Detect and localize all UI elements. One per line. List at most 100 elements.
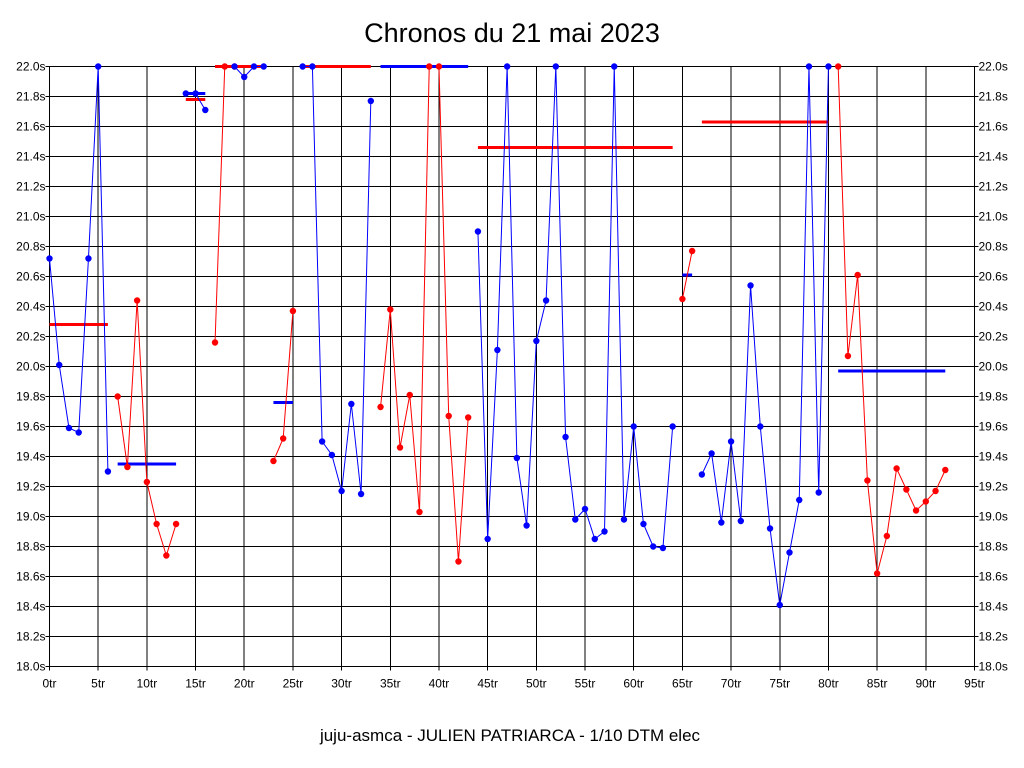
chart-subtitle: juju-asmca - JULIEN PATRIARCA - 1/10 DTM… — [319, 726, 701, 745]
data-point — [114, 393, 121, 400]
data-point — [153, 520, 160, 528]
y-axis-right: 18.0s 18.2s 18.4s 18.6s 18.8s 19.0s 19.2s 19.4s… — [974, 60, 1008, 674]
data-point — [328, 451, 336, 459]
x-tick-label: 50tr — [526, 677, 547, 691]
y-tick-label-left: 21.8s — [16, 90, 45, 104]
x-axis: 0tr 5tr 10tr 15tr 20tr 25tr 30tr 35tr 40tr 45tr 50… — [42, 666, 985, 691]
x-tick-label: 55tr — [575, 677, 596, 691]
data-point — [484, 535, 491, 543]
y-tick-label-left: 20.4s — [16, 300, 45, 314]
data-point — [698, 471, 706, 478]
data-point — [279, 435, 287, 442]
data-point — [649, 543, 657, 550]
y-tick-label-right: 19.4s — [979, 450, 1008, 464]
data-point — [805, 63, 813, 70]
data-point — [766, 525, 774, 532]
y-tick-label-right: 20.6s — [979, 270, 1008, 284]
data-point — [776, 601, 783, 609]
y-tick-label-right: 18.0s — [979, 660, 1008, 674]
series-segment — [299, 63, 375, 498]
y-tick-label-left: 19.6s — [16, 420, 45, 434]
data-point — [688, 247, 696, 255]
y-tick-label-right: 18.4s — [979, 600, 1008, 614]
data-point — [124, 463, 131, 471]
data-point — [260, 63, 267, 70]
data-point — [562, 433, 569, 441]
y-tick-label-right: 21.4s — [979, 150, 1008, 164]
series-line — [302, 66, 372, 495]
y-axis-left: 18.0s 18.2s 18.4s 18.6s 18.8s 19.0s 19.2s 19.4s… — [16, 60, 50, 674]
data-point — [133, 297, 141, 304]
y-tick-label-right: 18.6s — [979, 570, 1008, 584]
data-point — [864, 477, 871, 484]
series-segment — [435, 63, 472, 565]
y-tick-label-left: 19.2s — [16, 480, 45, 494]
series-segment — [182, 90, 209, 114]
y-tick-label-left: 20.6s — [16, 270, 45, 284]
data-point — [893, 465, 900, 472]
data-point — [367, 97, 375, 105]
series-line — [701, 66, 829, 606]
y-tick-label-right: 20.8s — [979, 240, 1008, 254]
data-point — [922, 498, 930, 505]
data-point — [747, 282, 754, 289]
y-tick-label-left: 20.2s — [16, 330, 45, 344]
x-tick-label: 0tr — [42, 677, 56, 691]
data-point — [270, 457, 277, 465]
y-tick-label-left: 21.2s — [16, 180, 45, 194]
data-point — [844, 352, 852, 360]
data-point — [357, 490, 365, 498]
data-point — [718, 519, 725, 526]
data-point — [659, 544, 667, 552]
x-tick-label: 80tr — [818, 677, 839, 691]
y-tick-label-right: 20.0s — [979, 360, 1008, 374]
y-tick-label-left: 20.0s — [16, 360, 45, 374]
y-tick-label-left: 18.0s — [16, 660, 45, 674]
data-point — [572, 516, 579, 523]
data-point — [289, 307, 297, 315]
series-segment — [698, 63, 832, 609]
data-point — [620, 516, 628, 523]
data-point — [318, 438, 326, 445]
x-tick-label: 45tr — [477, 677, 498, 691]
data-point — [241, 73, 248, 81]
series-segment — [679, 247, 696, 303]
y-tick-label-right: 18.2s — [979, 630, 1008, 644]
data-point — [494, 346, 501, 354]
data-point — [611, 63, 618, 70]
x-tick-label: 25tr — [283, 677, 304, 691]
chart-series — [46, 63, 949, 609]
series-segment — [377, 63, 433, 516]
y-tick-label-left: 19.8s — [16, 390, 45, 404]
data-point — [825, 63, 832, 70]
y-tick-label-left: 20.8s — [16, 240, 45, 254]
y-tick-label-right: 19.0s — [979, 510, 1008, 524]
y-tick-label-right: 19.8s — [979, 390, 1008, 404]
series-segment — [46, 63, 112, 475]
data-point — [46, 255, 53, 262]
data-point — [883, 532, 891, 540]
data-point — [211, 339, 219, 346]
x-tick-label: 70tr — [721, 677, 742, 691]
y-tick-label-left: 21.0s — [16, 210, 45, 224]
data-point — [445, 412, 452, 420]
x-tick-label: 20tr — [234, 677, 255, 691]
data-point — [94, 63, 102, 70]
data-point — [542, 297, 550, 304]
y-tick-label-left: 21.6s — [16, 120, 45, 134]
data-point — [231, 63, 238, 70]
series-segment — [474, 63, 676, 552]
data-point — [172, 520, 180, 528]
x-tick-label: 30tr — [331, 677, 352, 691]
data-point — [581, 505, 589, 513]
data-point — [65, 424, 73, 432]
y-tick-label-left: 21.4s — [16, 150, 45, 164]
data-point — [903, 486, 910, 493]
y-tick-label-left: 19.4s — [16, 450, 45, 464]
data-point — [640, 520, 647, 528]
data-point — [202, 106, 209, 114]
x-tick-label: 10tr — [137, 677, 158, 691]
data-point — [474, 228, 482, 235]
y-tick-label-right: 19.2s — [979, 480, 1008, 494]
